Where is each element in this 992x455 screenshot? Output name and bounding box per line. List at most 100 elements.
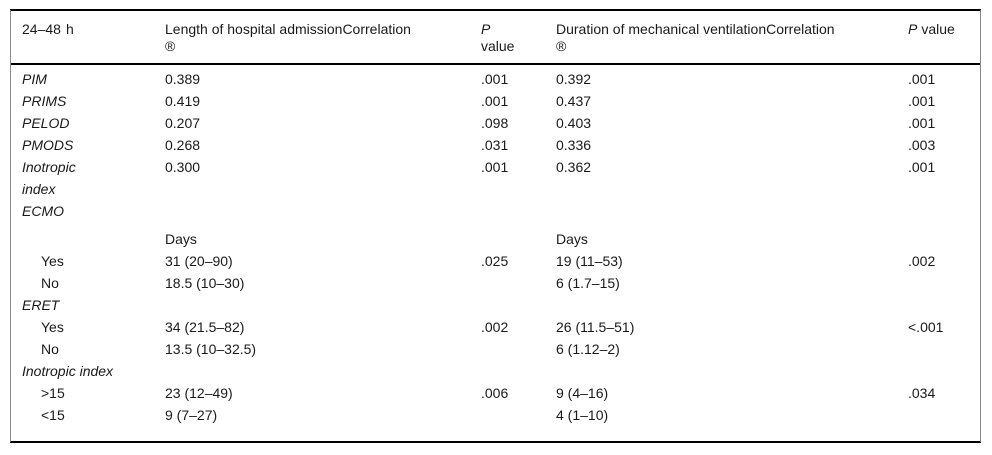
admission-value: 23 (12–49) bbox=[165, 385, 233, 401]
admission-unit: Days bbox=[165, 231, 197, 247]
table-row-ecmo-no: No 18.5 (10–30) 6 (1.7–15) bbox=[11, 272, 980, 294]
table-row-prims: PRIMS 0.419 .001 0.437 .001 bbox=[11, 90, 980, 112]
ventilation-p-value: <.001 bbox=[908, 319, 944, 335]
ventilation-p-value bbox=[908, 404, 980, 426]
p-value-word: value bbox=[921, 21, 955, 37]
ventilation-correlation bbox=[556, 200, 908, 222]
correlation-table: 24–48 h Length of hospital admissionCorre… bbox=[10, 9, 981, 443]
admission-p-value bbox=[481, 272, 556, 294]
admission-p-value: .001 bbox=[481, 93, 509, 109]
p-value-word: value bbox=[481, 38, 515, 54]
admission-correlation: 0.389 bbox=[165, 71, 201, 87]
ventilation-correlation: 0.362 bbox=[556, 159, 592, 175]
admission-p-value: .031 bbox=[481, 137, 509, 153]
admission-p-value: .006 bbox=[481, 385, 509, 401]
admission-value: 18.5 (10–30) bbox=[165, 275, 245, 291]
ventilation-value: 19 (11–53) bbox=[556, 253, 623, 269]
table-row-pelod: PELOD 0.207 .098 0.403 .001 bbox=[11, 112, 980, 134]
ventilation-correlation: 0.336 bbox=[556, 137, 592, 153]
admission-p-value bbox=[481, 404, 556, 426]
admission-p-value: .001 bbox=[481, 71, 509, 87]
row-label bbox=[11, 222, 165, 250]
row-label: Inotropic index bbox=[22, 363, 114, 379]
table-row-days-units: Days Days bbox=[11, 222, 980, 250]
row-label: PELOD bbox=[22, 115, 70, 131]
ventilation-correlation: 0.437 bbox=[556, 93, 592, 109]
ventilation-p-value bbox=[908, 200, 980, 222]
admission-correlation bbox=[165, 200, 481, 222]
ventilation-p-value: .001 bbox=[908, 93, 936, 109]
row-label: PMODS bbox=[22, 137, 74, 153]
admission-p-value bbox=[481, 360, 556, 382]
row-label: Inotropic index bbox=[22, 159, 76, 197]
ventilation-p-value: .001 bbox=[908, 159, 936, 175]
ventilation-value: 26 (11.5–51) bbox=[556, 319, 635, 335]
ventilation-value bbox=[556, 294, 908, 316]
table-row-ecmo-yes: Yes 31 (20–90) .025 19 (11–53) .002 bbox=[11, 250, 980, 272]
admission-value bbox=[165, 360, 481, 382]
admission-p-value bbox=[481, 338, 556, 360]
ventilation-correlation: 0.403 bbox=[556, 115, 592, 131]
ventilation-value: 6 (1.12–2) bbox=[556, 341, 620, 357]
table-row-inotropic-gt15: >15 23 (12–49) .006 9 (4–16) .034 bbox=[11, 382, 980, 404]
header-row: 24–48 h Length of hospital admissionCorre… bbox=[11, 11, 980, 65]
ventilation-p-value bbox=[908, 222, 980, 250]
ventilation-p-value bbox=[908, 338, 980, 360]
table-header: 24–48 h Length of hospital admissionCorre… bbox=[11, 11, 980, 65]
admission-value bbox=[165, 294, 481, 316]
admission-value: 34 (21.5–82) bbox=[165, 319, 245, 335]
row-label: PIM bbox=[22, 71, 47, 87]
admission-p-value bbox=[481, 200, 556, 222]
header-time-range: 24–48 bbox=[22, 21, 61, 37]
row-label: >15 bbox=[41, 385, 65, 401]
correlation-table-grid: 24–48 h Length of hospital admissionCorre… bbox=[11, 11, 980, 426]
table-row-pmods: PMODS 0.268 .031 0.336 .003 bbox=[11, 134, 980, 156]
table-row-eret-yes: Yes 34 (21.5–82) .002 26 (11.5–51) <.001 bbox=[11, 316, 980, 338]
row-label: No bbox=[41, 275, 59, 291]
row-label: Yes bbox=[41, 319, 64, 335]
ventilation-value: 6 (1.7–15) bbox=[556, 275, 620, 291]
table-row-eret-group: ERET bbox=[11, 294, 980, 316]
admission-value: 31 (20–90) bbox=[165, 253, 233, 269]
admission-p-value: .098 bbox=[481, 115, 509, 131]
ventilation-value: 9 (4–16) bbox=[556, 385, 609, 401]
header-time-unit: h bbox=[65, 21, 74, 37]
table-row-ecmo-group: ECMO bbox=[11, 200, 980, 222]
admission-p-value bbox=[481, 222, 556, 250]
row-label: <15 bbox=[41, 407, 65, 423]
header-length-of-admission: Length of hospital admissionCorrelation … bbox=[165, 11, 481, 65]
admission-value: 9 (7–27) bbox=[165, 407, 218, 423]
header-duration-of-ventilation: Duration of mechanical ventilationCorrel… bbox=[556, 11, 908, 65]
ventilation-p-value bbox=[908, 272, 980, 294]
p-symbol: P bbox=[481, 21, 491, 37]
admission-correlation: 0.300 bbox=[165, 159, 201, 175]
table-row-pim: PIM 0.389 .001 0.392 .001 bbox=[11, 64, 980, 90]
table-row-inotropic-index-group: Inotropic index bbox=[11, 360, 980, 382]
admission-p-value: .001 bbox=[481, 159, 509, 175]
admission-correlation: 0.207 bbox=[165, 115, 201, 131]
admission-value: 13.5 (10–32.5) bbox=[165, 341, 257, 357]
ventilation-p-value: .002 bbox=[908, 253, 936, 269]
ventilation-correlation: 0.392 bbox=[556, 71, 592, 87]
header-time-window: 24–48 h bbox=[11, 11, 165, 65]
ventilation-p-value: .001 bbox=[908, 115, 936, 131]
ventilation-value: 4 (1–10) bbox=[556, 407, 609, 423]
ventilation-value bbox=[556, 360, 908, 382]
table-row-inotropic-index-correlation: Inotropic index 0.300 .001 0.362 .001 bbox=[11, 156, 980, 200]
ventilation-p-value: .034 bbox=[908, 385, 936, 401]
ventilation-p-value: .003 bbox=[908, 137, 936, 153]
ventilation-unit: Days bbox=[556, 231, 588, 247]
table-row-eret-no: No 13.5 (10–32.5) 6 (1.12–2) bbox=[11, 338, 980, 360]
ventilation-p-value bbox=[908, 360, 980, 382]
table-row-inotropic-lt15: <15 9 (7–27) 4 (1–10) bbox=[11, 404, 980, 426]
ventilation-p-value bbox=[908, 294, 980, 316]
row-label: No bbox=[41, 341, 59, 357]
row-label: PRIMS bbox=[22, 93, 67, 109]
admission-correlation: 0.419 bbox=[165, 93, 201, 109]
ventilation-p-value: .001 bbox=[908, 71, 936, 87]
row-label: Yes bbox=[41, 253, 64, 269]
table-body: PIM 0.389 .001 0.392 .001 PRIMS 0.419 .0… bbox=[11, 64, 980, 426]
admission-p-value: .002 bbox=[481, 319, 509, 335]
